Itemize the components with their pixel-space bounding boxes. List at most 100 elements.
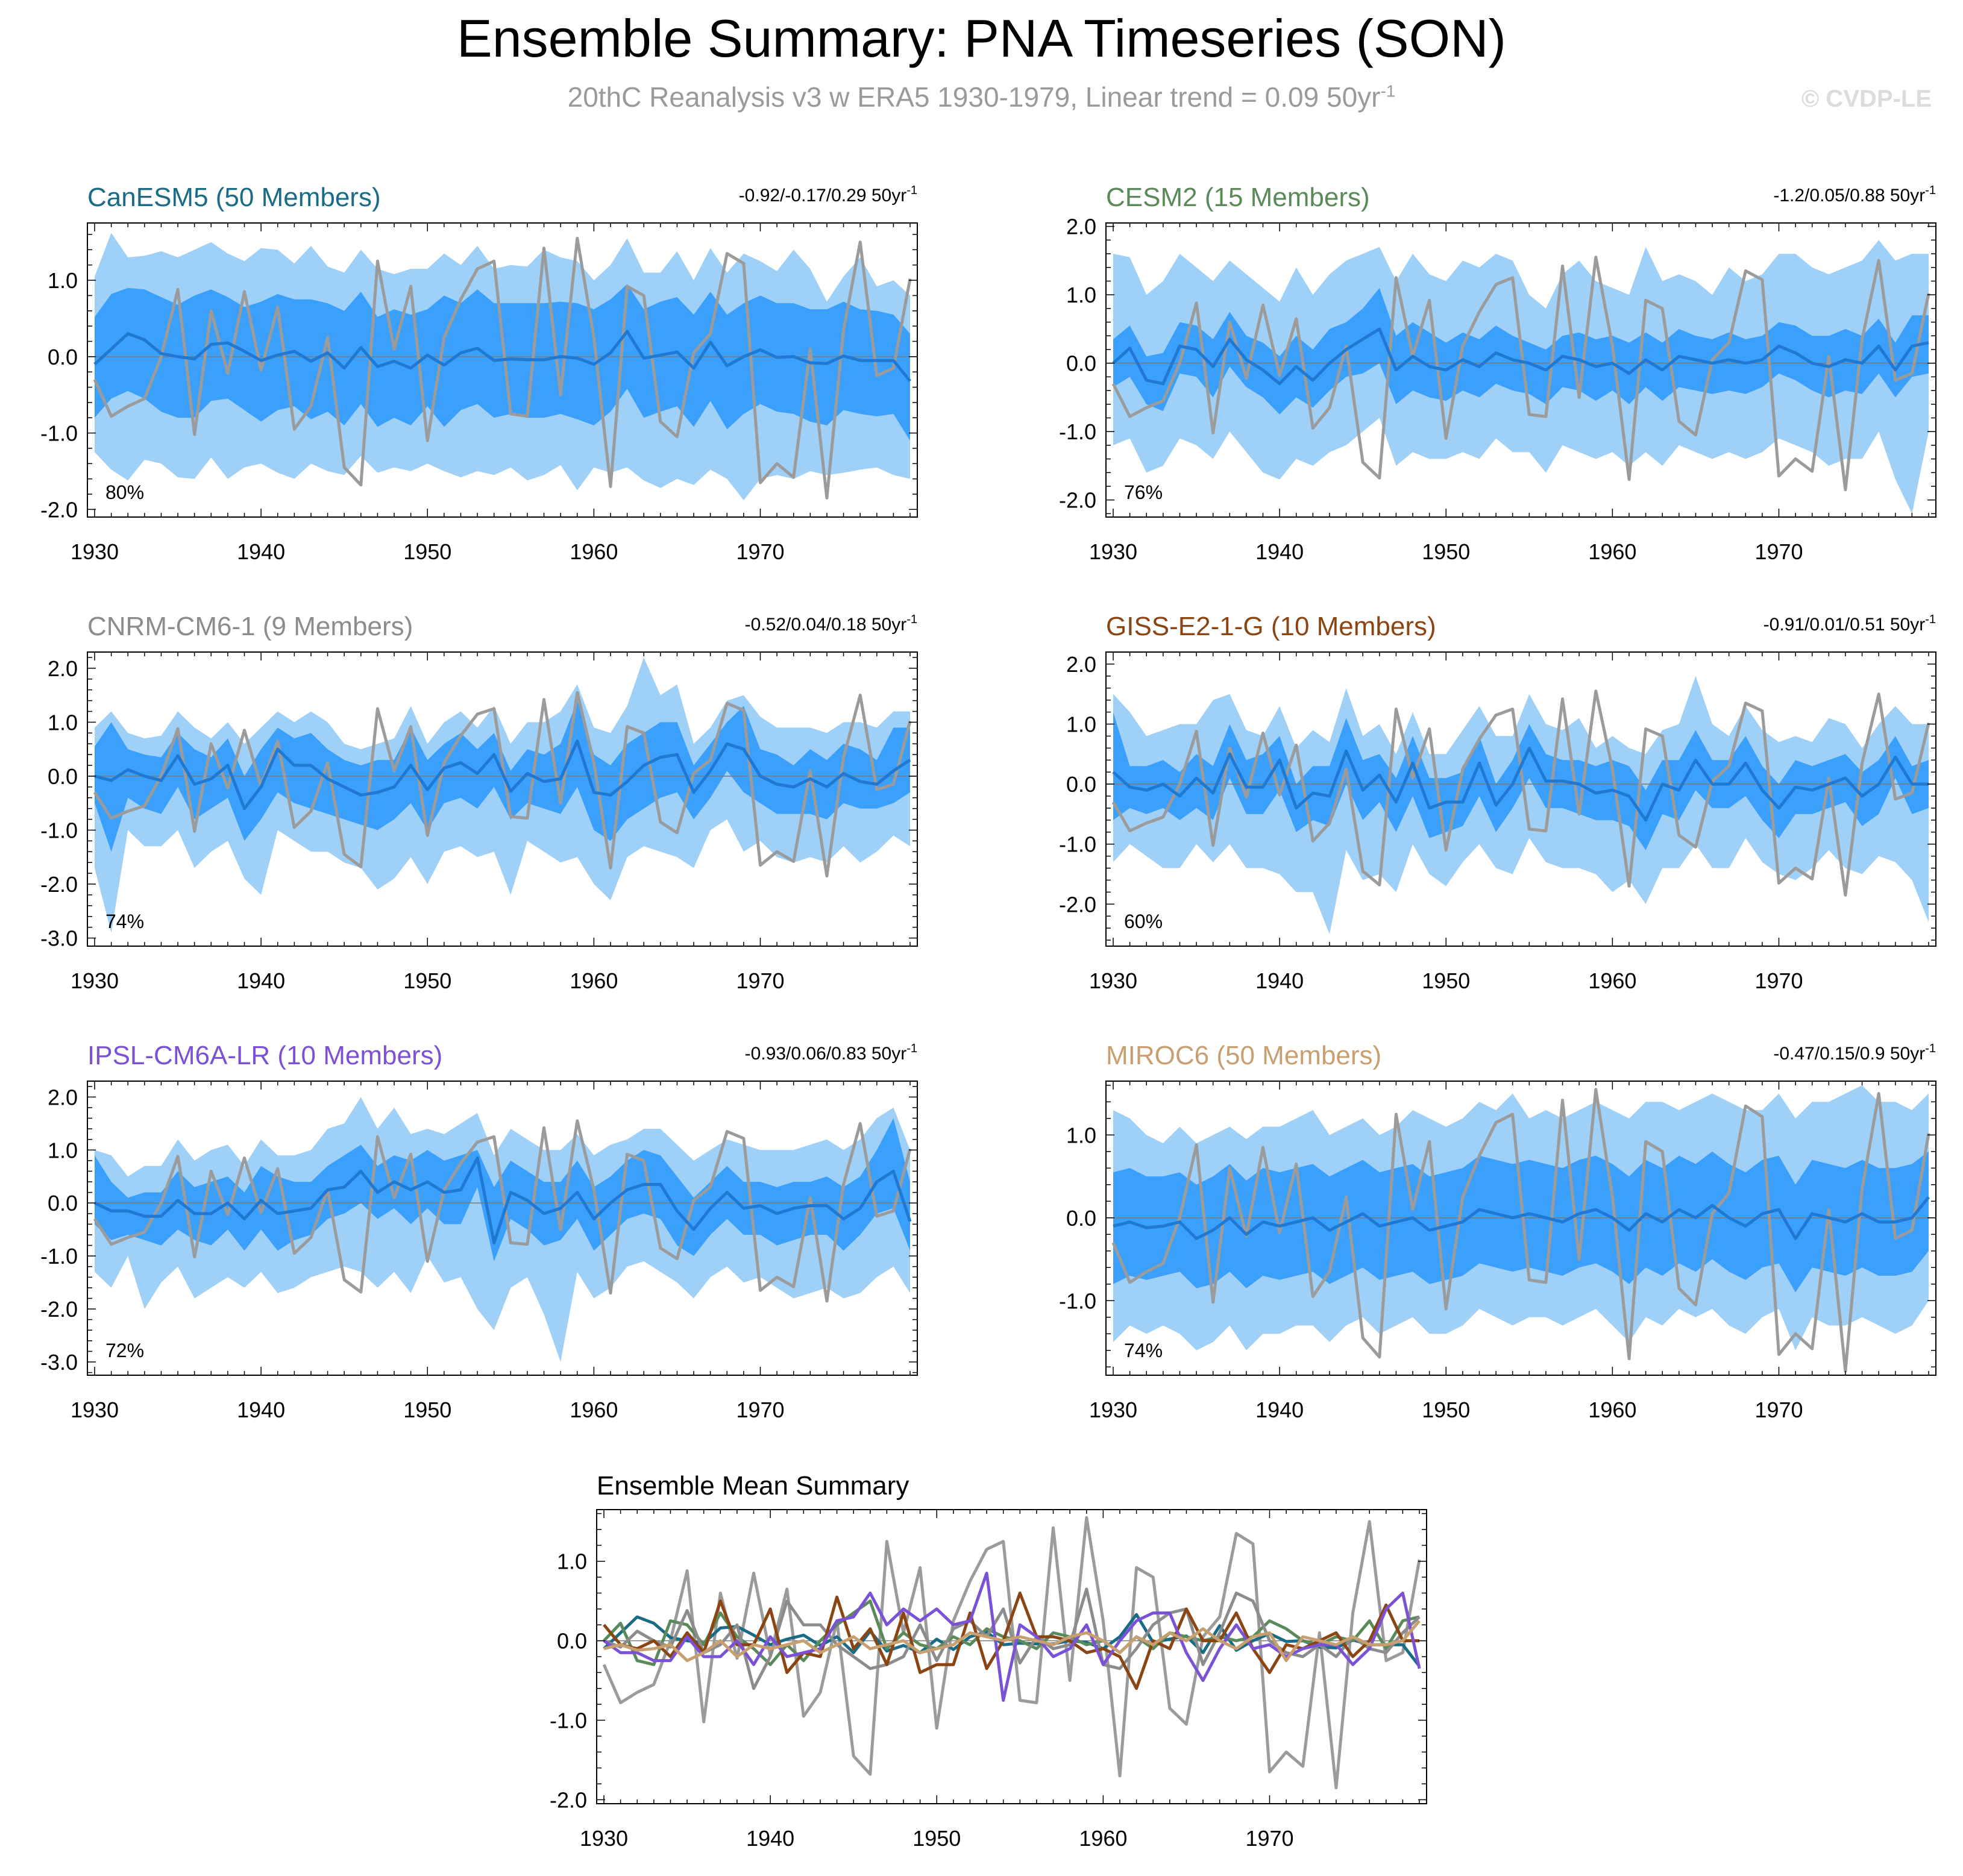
trend-label-text: -0.47/0.15/0.9 50yr (1773, 1044, 1925, 1064)
x-tick-label: 1970 (736, 1398, 784, 1422)
chart-panel-0: -2.0 -1.0 0.0 1.0 1930 1940 1950 1960 1970 CanESM… (40, 183, 918, 564)
plot-frame (87, 222, 918, 518)
plot-frame (1105, 222, 1936, 518)
x-tick-label: 1950 (912, 1826, 961, 1851)
ensemble-mean-line (94, 739, 911, 811)
x-tick-label: 1960 (1588, 1398, 1636, 1422)
y-tick-label: -1.0 (1059, 1288, 1096, 1313)
y-tick-label: -2.0 (1059, 892, 1096, 917)
percent-label: 72% (105, 1340, 144, 1361)
x-tick-label: 1950 (1422, 968, 1470, 993)
trend-label-text: -0.91/0.01/0.51 50yr (1764, 615, 1926, 635)
y-tick-label: -2.0 (1059, 488, 1096, 513)
y-tick-label: -1.0 (1059, 832, 1096, 857)
x-tick-label: 1940 (237, 539, 285, 564)
chart-panel-2: -3.0 -2.0 -1.0 0.0 1.0 2.0 1930 1940 1950 1960 197… (40, 612, 918, 993)
y-tick-label: -1.0 (550, 1708, 587, 1733)
y-tick-label: 0.0 (1066, 351, 1096, 376)
x-tick-label: 1930 (71, 539, 119, 564)
x-tick-label: 1960 (1079, 1826, 1127, 1851)
y-tick-label: -1.0 (40, 1244, 78, 1269)
y-tick-label: 0.0 (1066, 772, 1096, 797)
x-tick-label: 1930 (1089, 968, 1137, 993)
y-tick-label: -1.0 (40, 421, 78, 446)
y-tick-label: -1.0 (40, 818, 78, 842)
y-tick-label: 1.0 (48, 1138, 78, 1162)
trend-label-superscript: -1 (906, 613, 917, 626)
y-tick-label: 0.0 (48, 764, 78, 789)
percent-label: 80% (105, 482, 144, 503)
x-tick-label: 1930 (580, 1826, 628, 1851)
inner-spread-band (95, 284, 910, 441)
observation-line (1111, 1088, 1930, 1373)
trend-label-text: -0.52/0.04/0.18 50yr (745, 615, 907, 635)
trend-label-text: -1.2/0.05/0.88 50yr (1773, 186, 1925, 205)
x-tick-label: 1960 (570, 539, 618, 564)
x-tick-label: 1940 (237, 968, 285, 993)
series-line-miroc6 (603, 1619, 1421, 1663)
plot-frame (1105, 651, 1936, 947)
x-tick-label: 1970 (1754, 539, 1803, 564)
chart-panel-4: -3.0 -2.0 -1.0 0.0 1.0 2.0 1930 1940 1950 1960 197… (40, 1041, 918, 1422)
credit-watermark: © CVDP-LE (1801, 86, 1932, 112)
x-tick-label: 1970 (1754, 968, 1803, 993)
x-tick-label: 1960 (570, 1398, 618, 1422)
trend-label: -0.47/0.15/0.9 50yr-1 (1773, 1042, 1936, 1064)
x-tick-label: 1930 (71, 1398, 119, 1422)
y-tick-label: 1.0 (1066, 712, 1096, 737)
y-tick-label: 1.0 (1066, 283, 1096, 307)
y-tick-label: -3.0 (40, 1350, 78, 1375)
x-tick-label: 1950 (1422, 1398, 1470, 1422)
x-tick-label: 1930 (1089, 1398, 1137, 1422)
series-line-canesm5 (603, 1613, 1421, 1667)
inner-spread-band (1113, 1151, 1929, 1293)
y-tick-label: 0.0 (48, 345, 78, 369)
x-tick-label: 1950 (403, 1398, 451, 1422)
ensemble-mean-line (1112, 746, 1929, 822)
x-tick-label: 1930 (71, 968, 119, 993)
x-tick-label: 1960 (1588, 539, 1636, 564)
y-tick-label: -1.0 (1059, 419, 1096, 444)
x-tick-label: 1950 (403, 968, 451, 993)
plot-frame (1105, 1081, 1936, 1376)
y-tick-label: 1.0 (557, 1549, 587, 1574)
y-tick-label: 2.0 (1066, 652, 1096, 677)
trend-label-superscript: -1 (1925, 1042, 1936, 1055)
trend-label: -0.92/-0.17/0.29 50yr-1 (739, 184, 917, 205)
y-tick-label: 1.0 (1066, 1123, 1096, 1147)
trend-label: -0.52/0.04/0.18 50yr-1 (745, 613, 917, 635)
percent-label: 76% (1124, 482, 1163, 503)
x-tick-label: 1940 (746, 1826, 794, 1851)
percent-label: 74% (1124, 1340, 1163, 1361)
ensemble-mean-line (1112, 327, 1929, 386)
x-tick-label: 1970 (736, 968, 784, 993)
observation-line (93, 691, 912, 878)
trend-label: -1.2/0.05/0.88 50yr-1 (1773, 184, 1936, 205)
y-tick-label: -2.0 (40, 497, 78, 522)
inner-spread-band (1113, 712, 1929, 850)
plot-frame (87, 1081, 918, 1376)
trend-label: -0.93/0.06/0.83 50yr-1 (745, 1042, 917, 1064)
x-tick-label: 1970 (736, 539, 784, 564)
trend-label-text: -0.93/0.06/0.83 50yr (745, 1044, 907, 1064)
y-tick-label: 1.0 (48, 268, 78, 293)
trend-label-superscript: -1 (906, 184, 917, 197)
panel-title: CNRM-CM6-1 (9 Members) (87, 612, 413, 641)
x-tick-label: 1970 (1245, 1826, 1293, 1851)
x-tick-label: 1950 (1422, 539, 1470, 564)
y-tick-label: -2.0 (40, 872, 78, 897)
outer-spread-band (1113, 676, 1929, 935)
trend-label-superscript: -1 (1925, 613, 1936, 626)
y-tick-label: 1.0 (48, 710, 78, 735)
x-tick-label: 1970 (1754, 1398, 1803, 1422)
panel-title: CanESM5 (50 Members) (87, 183, 381, 212)
x-tick-label: 1950 (403, 539, 451, 564)
percent-label: 74% (105, 911, 144, 932)
ensemble-mean-line (93, 1156, 912, 1244)
trend-label-superscript: -1 (906, 1042, 917, 1055)
panel-title: IPSL-CM6A-LR (10 Members) (87, 1041, 442, 1070)
trend-label-text: -0.92/-0.17/0.29 50yr (739, 186, 907, 205)
x-tick-label: 1960 (570, 968, 618, 993)
x-tick-label: 1940 (1255, 968, 1304, 993)
